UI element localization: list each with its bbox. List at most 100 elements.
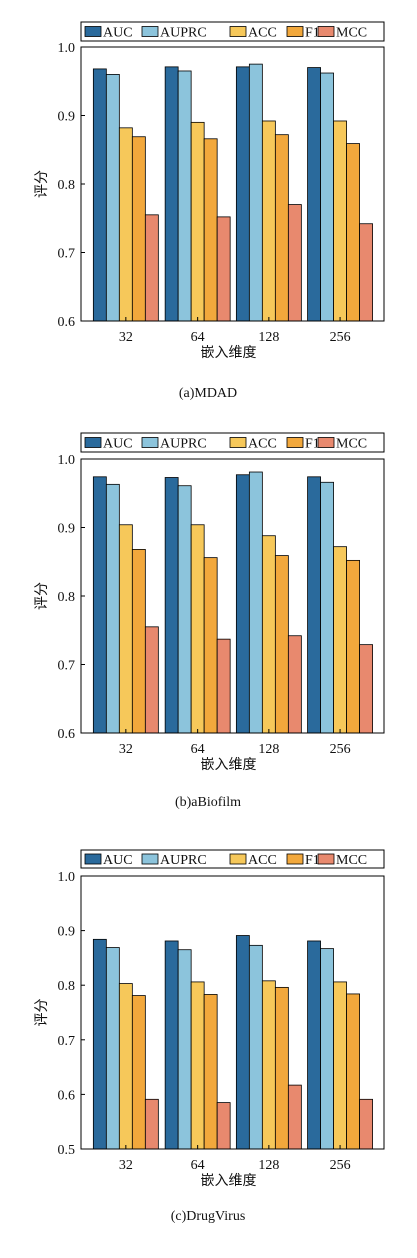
x-tick-label-128: 128 <box>258 330 279 345</box>
legend-label-auprc: AUPRC <box>160 26 207 41</box>
bar-f1-128 <box>274 986 289 1150</box>
bar-acc-64 <box>190 121 205 322</box>
legend-label-auprc: AUPRC <box>160 437 207 452</box>
bar-f1-128 <box>274 134 289 322</box>
legend-label-f1: F1 <box>305 26 320 41</box>
legend-swatch-mcc <box>317 853 335 865</box>
legend-label-auprc: AUPRC <box>160 853 207 868</box>
bar-auprc-64 <box>177 485 192 734</box>
x-axis-label: 嵌入维度 <box>201 1173 257 1189</box>
y-tick-label: 1.0 <box>58 41 76 56</box>
bar-mcc-128 <box>287 635 302 734</box>
bar-auc-128 <box>235 66 250 322</box>
x-tick-label-128: 128 <box>258 742 279 757</box>
legend-swatch-auc <box>84 437 102 448</box>
legend-swatch-f1 <box>286 853 304 865</box>
bar-f1-32 <box>131 549 146 734</box>
bar-acc-256 <box>333 981 347 1150</box>
legend-label-auc: AUC <box>103 437 133 452</box>
y-axis-label: 评分 <box>34 170 50 198</box>
bar-mcc-64 <box>216 638 231 734</box>
bar-acc-64 <box>190 981 205 1150</box>
bar-f1-64 <box>203 994 218 1150</box>
bar-f1-128 <box>274 555 289 734</box>
y-tick-label: 0.8 <box>58 590 76 605</box>
bar-auprc-256 <box>320 948 334 1150</box>
bar-auprc-256 <box>320 72 334 322</box>
x-tick-label-32: 32 <box>119 1158 133 1173</box>
bar-auprc-64 <box>177 70 192 322</box>
legend-swatch-auprc <box>141 853 159 865</box>
bar-auprc-256 <box>320 481 334 734</box>
y-tick-label: 0.6 <box>58 315 76 330</box>
legend-label-auc: AUC <box>103 853 133 868</box>
bar-acc-128 <box>261 120 276 322</box>
bar-mcc-32 <box>144 214 159 322</box>
legend-swatch-acc <box>229 437 247 448</box>
bar-mcc-256 <box>359 644 373 734</box>
bar-f1-256 <box>346 993 360 1150</box>
bar-auc-64 <box>164 477 179 734</box>
bar-mcc-256 <box>359 1098 373 1150</box>
bar-auprc-32 <box>105 483 120 734</box>
bar-auprc-32 <box>105 947 120 1150</box>
bar-mcc-64 <box>216 1102 231 1150</box>
x-tick-label-32: 32 <box>119 330 133 345</box>
bar-auc-256 <box>307 476 321 734</box>
legend-label-f1: F1 <box>305 853 320 868</box>
bar-mcc-128 <box>287 204 302 322</box>
x-axis-label: 嵌入维度 <box>201 757 257 773</box>
y-tick-label: 0.9 <box>58 110 76 125</box>
legend-label-mcc: MCC <box>336 853 367 868</box>
legend-label-acc: ACC <box>248 26 277 41</box>
bar-auc-32 <box>92 68 107 322</box>
bar-acc-32 <box>118 524 133 734</box>
legend-label-acc: ACC <box>248 437 277 452</box>
legend-label-acc: ACC <box>248 853 277 868</box>
bar-auc-128 <box>235 474 250 734</box>
x-axis-label: 嵌入维度 <box>201 345 257 361</box>
legend-label-f1: F1 <box>305 437 320 452</box>
legend-swatch-auprc <box>141 26 159 37</box>
legend-swatch-auc <box>84 26 102 37</box>
y-tick-label: 0.9 <box>58 925 76 940</box>
x-tick-label-64: 64 <box>191 330 205 345</box>
y-tick-label: 0.7 <box>58 659 76 674</box>
x-tick-label-256: 256 <box>330 742 351 757</box>
y-tick-label: 0.8 <box>58 178 76 193</box>
y-tick-label: 0.8 <box>58 979 76 994</box>
bar-f1-256 <box>346 143 360 322</box>
bar-mcc-64 <box>216 216 231 322</box>
bar-auprc-32 <box>105 74 120 322</box>
y-axis-label: 评分 <box>34 999 50 1027</box>
bar-f1-32 <box>131 995 146 1150</box>
legend-swatch-auc <box>84 853 102 865</box>
chart-panel-3: AUC AUPRC ACC F1 MCC 0.5 0.6 0.7 0.8 0.9 1.0 32 64 12… <box>34 849 385 1224</box>
x-tick-label-32: 32 <box>119 742 133 757</box>
bar-mcc-256 <box>359 223 373 322</box>
bar-auprc-128 <box>248 63 263 322</box>
bar-acc-256 <box>333 120 347 322</box>
bar-acc-32 <box>118 983 133 1150</box>
bar-f1-32 <box>131 136 146 322</box>
chart-panel-1: AUC AUPRC ACC F1 MCC 0.6 0.7 0.8 0.9 1.0 32 64 128 25… <box>34 21 385 401</box>
bar-acc-256 <box>333 546 347 734</box>
bar-auc-128 <box>235 935 250 1150</box>
bar-f1-256 <box>346 559 360 734</box>
bar-auc-256 <box>307 67 321 322</box>
y-tick-label: 0.7 <box>58 247 76 262</box>
bar-auprc-64 <box>177 949 192 1150</box>
y-tick-label: 0.5 <box>58 1143 76 1158</box>
legend-swatch-mcc <box>317 437 335 448</box>
legend-swatch-mcc <box>317 26 335 37</box>
x-tick-label-64: 64 <box>191 742 205 757</box>
bar-f1-64 <box>203 557 218 734</box>
bar-acc-64 <box>190 524 205 734</box>
legend-swatch-acc <box>229 26 247 37</box>
x-tick-label-128: 128 <box>258 1158 279 1173</box>
x-tick-label-64: 64 <box>191 1158 205 1173</box>
y-tick-label: 0.9 <box>58 522 76 537</box>
bar-auc-64 <box>164 940 179 1150</box>
plot-frame <box>80 875 385 1150</box>
bar-acc-128 <box>261 980 276 1150</box>
